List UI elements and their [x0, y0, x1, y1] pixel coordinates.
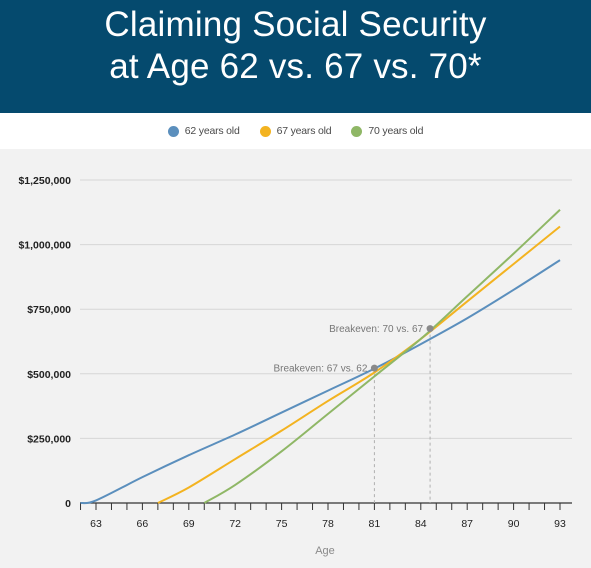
legend-label-62: 62 years old: [184, 125, 240, 137]
breakeven-label: Breakeven: 70 vs. 67: [329, 324, 423, 335]
x-tick-label: 84: [415, 518, 427, 530]
legend-dot-62: [167, 125, 179, 137]
y-tick-label: $250,000: [27, 433, 71, 445]
legend-label-67: 67 years old: [276, 125, 332, 137]
chart-title-line-2: at Age 62 vs. 67 vs. 70*: [109, 47, 482, 86]
x-tick-label: 87: [461, 518, 473, 530]
chart-title-line-1: Claiming Social Security: [104, 5, 487, 44]
y-tick-label: $1,000,000: [18, 240, 71, 252]
x-axis-title: Age: [315, 545, 335, 557]
y-tick-label: $750,000: [27, 304, 71, 316]
x-tick-label: 90: [508, 518, 520, 530]
chart-plot-area: 0 $250,000 $500,000 $750,000 $1,000,000 $1,25…: [18, 175, 572, 557]
chart-header: Claiming Social Security at Age 62 vs. 6…: [0, 0, 591, 113]
x-tick-label: 75: [276, 518, 288, 530]
breakeven-point: [370, 364, 378, 372]
y-tick-label: 0: [65, 498, 71, 510]
series-line-62: [80, 259, 561, 505]
x-tick-label: 69: [183, 518, 195, 530]
legend-item-67: 67 years old: [259, 125, 332, 137]
y-tick-label: $500,000: [27, 369, 71, 381]
legend-dot-70: [351, 125, 363, 137]
x-tick-label: 66: [137, 518, 149, 530]
legend-label-70: 70 years old: [368, 125, 424, 137]
legend-dot-67: [259, 125, 271, 137]
chart-legend: 62 years old 67 years old 70 years old: [0, 113, 591, 149]
breakeven-point: [426, 325, 434, 333]
legend-item-70: 70 years old: [351, 125, 423, 137]
series-line-70: [203, 208, 561, 504]
y-tick-label: $1,250,000: [18, 175, 71, 187]
x-tick-label: 81: [369, 518, 381, 530]
series-line-67: [157, 225, 561, 504]
x-tick-label: 78: [322, 518, 334, 530]
breakeven-label: Breakeven: 67 vs. 62: [273, 364, 367, 375]
x-tick-label: 93: [554, 518, 566, 530]
x-tick-label: 63: [90, 518, 102, 530]
legend-item-62: 62 years old: [167, 125, 240, 137]
x-tick-label: 72: [229, 518, 241, 530]
